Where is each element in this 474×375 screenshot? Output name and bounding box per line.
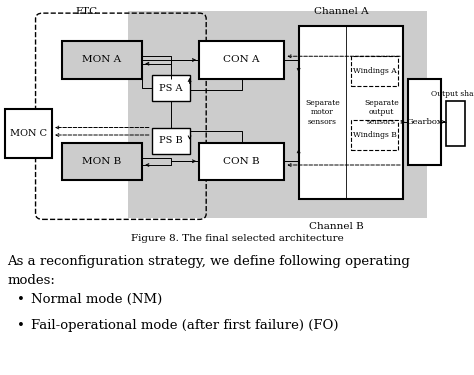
- Bar: [199, 41, 284, 79]
- Text: modes:: modes:: [7, 274, 55, 287]
- Bar: [62, 41, 142, 79]
- Text: Gearbox: Gearbox: [406, 118, 442, 126]
- Text: CON A: CON A: [223, 56, 260, 64]
- Bar: [299, 26, 403, 199]
- Bar: [351, 56, 398, 86]
- Text: Channel B: Channel B: [309, 222, 364, 231]
- Text: MON B: MON B: [82, 157, 121, 166]
- Bar: [152, 128, 190, 154]
- Bar: [5, 109, 52, 158]
- Text: Windings B: Windings B: [353, 131, 396, 139]
- Bar: [152, 75, 190, 101]
- Text: •: •: [18, 319, 25, 332]
- Text: •: •: [18, 292, 25, 306]
- Bar: [408, 79, 441, 165]
- Bar: [199, 142, 284, 180]
- Text: Normal mode (NM): Normal mode (NM): [31, 292, 162, 306]
- Text: Fail-operational mode (after first failure) (FO): Fail-operational mode (after first failu…: [31, 319, 338, 332]
- Text: Figure 8. The final selected architecture: Figure 8. The final selected architectur…: [131, 234, 343, 243]
- Text: Windings A: Windings A: [353, 67, 396, 75]
- Text: As a reconfiguration strategy, we define following operating: As a reconfiguration strategy, we define…: [7, 255, 410, 268]
- Text: MON C: MON C: [10, 129, 47, 138]
- Text: PS A: PS A: [159, 84, 182, 93]
- Text: Separate
output
sensors: Separate output sensors: [364, 99, 399, 126]
- Text: MON A: MON A: [82, 56, 121, 64]
- Bar: [128, 11, 427, 217]
- Text: Channel A: Channel A: [314, 7, 369, 16]
- Text: Separate
motor
sensors: Separate motor sensors: [305, 99, 340, 126]
- Bar: [351, 120, 398, 150]
- Text: FTC: FTC: [76, 7, 98, 16]
- Text: PS B: PS B: [159, 136, 182, 145]
- Bar: [62, 142, 142, 180]
- Text: CON B: CON B: [223, 157, 260, 166]
- Text: Output shaft: Output shaft: [431, 90, 474, 98]
- Bar: [446, 101, 465, 146]
